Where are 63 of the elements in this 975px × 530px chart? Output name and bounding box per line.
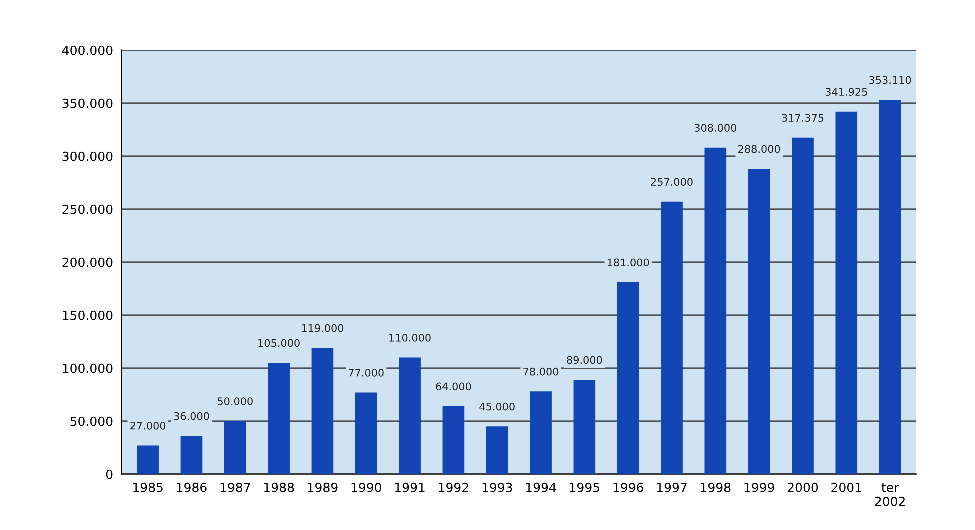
data-label: 341.925: [826, 88, 868, 96]
y-tick-label: 50.000: [70, 416, 113, 426]
x-tick-label: 1988: [264, 482, 294, 492]
data-label: 288.000: [738, 145, 780, 154]
data-label: 89.000: [567, 356, 602, 364]
data-label: 78.000: [524, 368, 559, 376]
bar: [137, 446, 159, 474]
bar: [486, 426, 508, 474]
data-label: 105.000: [258, 339, 300, 348]
data-label: 27.000: [130, 422, 166, 430]
y-tick-label: 350.000: [62, 98, 113, 108]
x-tick-label: 1994: [526, 482, 556, 492]
y-tick-label: 250.000: [62, 204, 113, 214]
data-label: 353.110: [870, 76, 912, 84]
bar: [530, 392, 552, 474]
x-tick-label: 1989: [308, 482, 338, 492]
x-tick-label: 1993: [482, 482, 512, 492]
x-tick-label: 1999: [744, 482, 774, 492]
y-tick-label: 200.000: [62, 258, 113, 268]
bar: [399, 358, 421, 474]
x-tick-label: 1990: [352, 482, 382, 492]
bar: [704, 148, 727, 474]
x-tick-label: 2001: [832, 482, 862, 492]
x-tick-label: 1985: [134, 482, 163, 492]
y-tick-label: 150.000: [63, 310, 113, 320]
bar: [355, 392, 378, 474]
data-label: 77.000: [349, 368, 384, 377]
bar: [268, 363, 290, 474]
x-tick-label: 1986: [177, 482, 207, 492]
bar: [661, 202, 683, 474]
data-label: 36.000: [174, 412, 210, 420]
x-tick-label: 2000: [788, 482, 818, 492]
data-label: 181.000: [608, 258, 650, 267]
x-tick-label: 1997: [657, 482, 687, 492]
data-label: 317.375: [782, 114, 824, 122]
x-tick-label: 1996: [614, 482, 644, 492]
data-label: 257.000: [651, 178, 693, 186]
bar: [312, 348, 334, 474]
bar: [836, 112, 858, 474]
bar: [442, 406, 465, 474]
bar: [748, 169, 770, 474]
bar: [792, 138, 814, 474]
data-label: 64.000: [436, 382, 472, 391]
x-tick-label: ter 2002: [875, 483, 905, 506]
bar: [617, 282, 640, 474]
y-tick-label: 0: [106, 470, 113, 480]
y-tick-label: 300.000: [62, 152, 113, 162]
bar: [180, 436, 203, 474]
bar: [879, 100, 902, 474]
bar: [224, 421, 246, 474]
x-tick-label: 1998: [701, 482, 731, 492]
bar: [574, 380, 596, 474]
x-tick-label: 1987: [220, 482, 250, 492]
y-tick-label: 400.000: [62, 46, 113, 56]
x-tick-label: 1991: [396, 482, 425, 492]
data-label: 110.000: [390, 334, 431, 342]
y-tick-label: 100.000: [63, 364, 113, 374]
x-tick-label: 1995: [570, 482, 600, 492]
data-label: 45.000: [480, 402, 515, 411]
x-tick-label: 1992: [439, 482, 468, 492]
data-label: 50.000: [218, 398, 253, 406]
data-label: 308.000: [694, 124, 737, 132]
data-label: 119.000: [302, 324, 344, 332]
